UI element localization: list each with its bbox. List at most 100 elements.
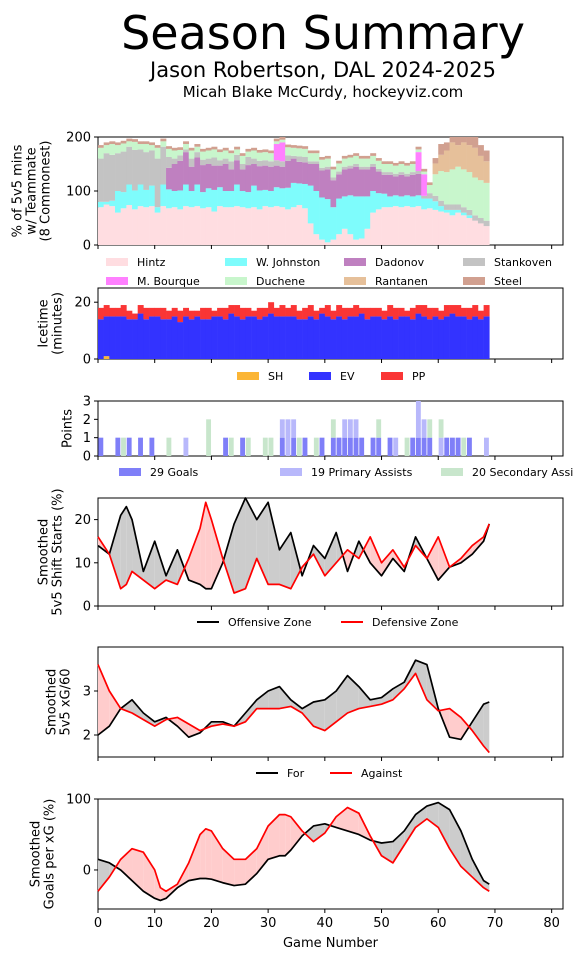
icetime-bar-ev	[358, 313, 365, 359]
legend-label: EV	[340, 370, 355, 383]
y-tick-label: 2	[83, 729, 91, 744]
points-bar-goals	[279, 437, 285, 456]
teammate-bar-w-johnston	[415, 195, 422, 207]
y-tick-label: 100	[66, 793, 91, 808]
icetime-bar-pp	[279, 305, 286, 317]
legend-label: Dadonov	[375, 256, 425, 269]
teammate-bar-duchene	[324, 158, 331, 167]
teammate-bar-rantanen	[432, 163, 439, 175]
icetime-bar-ev	[449, 313, 456, 359]
icetime-bar-pp	[330, 310, 337, 320]
teammate-bar-stankoven	[477, 218, 484, 224]
fill-between-for	[126, 506, 133, 585]
icetime-bar-ev	[103, 316, 110, 357]
teammate-bar-w-johnston	[166, 189, 173, 209]
icetime-bar-pp	[200, 307, 207, 320]
icetime-bar-ev	[239, 319, 246, 359]
fill-between-against	[98, 664, 110, 735]
teammate-bar-duchene	[279, 139, 286, 143]
teammate-bar-rantanen	[438, 154, 445, 172]
fill-between-for	[166, 549, 178, 585]
teammate-bar-hintz	[319, 239, 326, 245]
y-axis-label: Smoothed Goals per xG (%)	[29, 799, 58, 910]
teammate-bar-steel	[421, 168, 428, 172]
teammate-bar-dadonov	[245, 165, 252, 193]
teammate-bar-steel	[166, 146, 173, 149]
teammate-bar-w-johnston	[234, 184, 241, 207]
teammate-bar-stankoven	[358, 166, 365, 170]
teammate-bar-stankoven	[217, 160, 224, 166]
teammate-bar-stankoven	[409, 172, 416, 175]
teammate-bar-duchene	[126, 141, 133, 147]
icetime-bar-ev	[466, 319, 473, 359]
teammate-bar-steel	[398, 161, 405, 164]
teammate-bar-steel	[290, 145, 297, 148]
fill-between-against	[200, 828, 206, 879]
teammate-bar-hintz	[166, 208, 173, 245]
teammate-bar-dadonov	[273, 165, 280, 188]
icetime-bar-ev	[387, 316, 394, 359]
teammate-bar-steel	[313, 150, 320, 154]
fill-between-for	[245, 699, 257, 722]
fill-between-for	[234, 498, 246, 594]
teammate-bar-w-johnston	[183, 184, 190, 207]
teammate-bar-stankoven	[387, 172, 394, 175]
teammate-bar-steel	[330, 166, 337, 170]
icetime-bar-ev	[477, 319, 484, 359]
x-tick-label: 80	[543, 916, 560, 931]
icetime-bar-pp	[324, 305, 331, 317]
legend-label: Hintz	[137, 256, 166, 269]
teammate-bar-stankoven	[302, 156, 309, 163]
teammate-bar-stankoven	[421, 195, 428, 199]
icetime-bar-ev	[205, 319, 212, 359]
fill-between-against	[234, 859, 246, 886]
teammate-bar-duchene	[421, 171, 428, 175]
points-bar-primary-assists	[347, 419, 353, 438]
legend-label: For	[287, 767, 305, 780]
icetime-bar-pp	[285, 307, 292, 317]
teammate-bar-hintz	[472, 220, 479, 245]
legend-label: 19 Primary Assists	[311, 466, 413, 479]
teammate-bar-w-johnston	[103, 201, 110, 205]
teammate-bar-dadonov	[285, 160, 292, 188]
y-tick-label: 20	[74, 296, 91, 311]
teammate-bar-duchene	[222, 150, 229, 159]
fill-between-against	[154, 869, 161, 901]
y-tick-label: 3	[83, 685, 91, 700]
teammate-bar-duchene	[313, 153, 320, 162]
legend-swatch	[119, 468, 141, 476]
teammate-bar-stankoven	[398, 172, 405, 175]
teammate-bar-duchene	[234, 149, 241, 155]
icetime-bar-pp	[472, 305, 479, 317]
teammate-bar-stankoven	[483, 220, 490, 227]
icetime-bar-ev	[438, 319, 445, 359]
teammate-bar-m-bourque	[421, 174, 428, 196]
icetime-bar-ev	[302, 319, 309, 359]
teammate-bar-hintz	[381, 207, 388, 245]
icetime-bar-pp	[132, 313, 138, 320]
icetime-bar-ev	[166, 319, 173, 359]
teammate-bar-dadonov	[171, 164, 178, 191]
teammate-bar-hintz	[285, 209, 292, 245]
teammate-bar-duchene	[239, 155, 246, 164]
teammate-bar-hintz	[194, 206, 201, 245]
teammate-bar-dadonov	[336, 174, 343, 199]
teammate-bar-stankoven	[103, 153, 110, 202]
teammate-bar-hintz	[443, 212, 450, 245]
teammate-bar-stankoven	[177, 155, 184, 161]
teammate-bar-w-johnston	[341, 196, 348, 229]
icetime-bar-ev	[228, 313, 235, 359]
teammate-bar-w-johnston	[421, 198, 428, 210]
teammate-bar-w-johnston	[443, 209, 450, 213]
teammate-bar-hintz	[307, 223, 314, 245]
teammate-bar-hintz	[364, 228, 371, 245]
teammate-bar-stankoven	[381, 172, 388, 175]
teammate-bar-w-johnston	[160, 184, 167, 207]
teammate-bar-dadonov	[234, 160, 241, 185]
points-bar-primary-assists	[285, 419, 291, 456]
points-bar-primary-assists	[438, 437, 444, 456]
fill-between-for	[415, 806, 427, 828]
icetime-bar-ev	[347, 316, 354, 359]
icetime-bar-pp	[313, 310, 320, 320]
panel-frame	[97, 400, 564, 457]
